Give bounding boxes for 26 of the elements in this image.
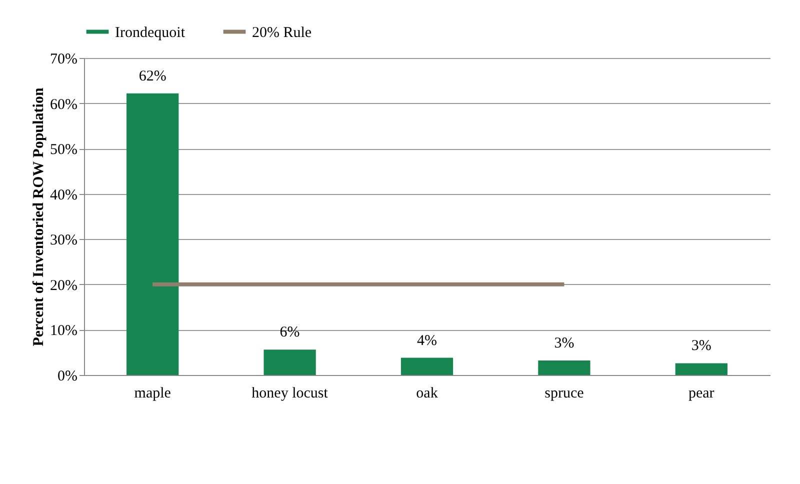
x-tick-label: spruce bbox=[544, 386, 584, 402]
data-label: 62% bbox=[138, 68, 166, 84]
legend-label: 20% Rule bbox=[252, 24, 312, 41]
bar bbox=[400, 358, 454, 375]
y-tick-label: 40% bbox=[50, 187, 78, 204]
bar bbox=[264, 350, 316, 375]
x-tick-label: honey locust bbox=[252, 386, 329, 402]
legend-label: Irondequoit bbox=[115, 24, 186, 41]
data-label: 3% bbox=[691, 338, 712, 354]
y-tick-label: 30% bbox=[50, 232, 78, 249]
y-tick-label: 50% bbox=[50, 142, 78, 158]
y-tick-label: 70% bbox=[50, 52, 78, 68]
x-tick-label: pear bbox=[688, 386, 714, 402]
x-tick-label: oak bbox=[416, 386, 438, 402]
y-tick-label: 20% bbox=[50, 278, 78, 294]
data-label: 6% bbox=[280, 324, 300, 341]
bar bbox=[675, 363, 728, 375]
y-tick-label: 10% bbox=[50, 323, 78, 340]
bar bbox=[538, 360, 590, 375]
y-axis-title: Percent of Inventoried ROW Population bbox=[31, 87, 48, 346]
y-tick-label: 0% bbox=[58, 368, 78, 384]
bar bbox=[126, 93, 179, 375]
x-tick-label: maple bbox=[134, 386, 172, 402]
data-label: 4% bbox=[417, 332, 437, 349]
data-label: 3% bbox=[554, 336, 574, 352]
y-tick-label: 60% bbox=[50, 96, 78, 113]
